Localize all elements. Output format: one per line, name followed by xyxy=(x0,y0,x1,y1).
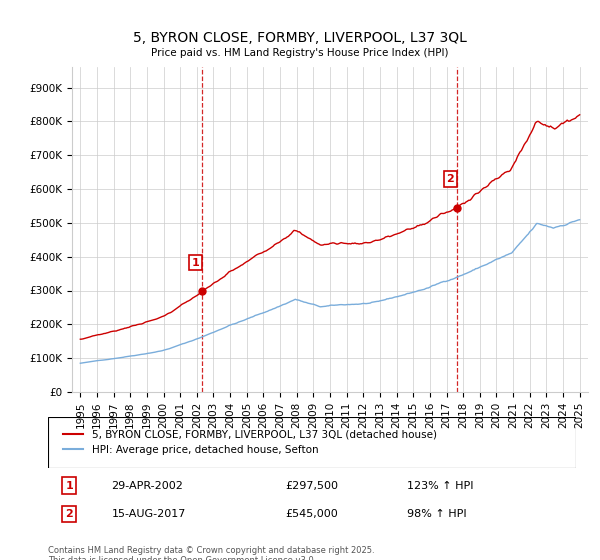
Text: 5, BYRON CLOSE, FORMBY, LIVERPOOL, L37 3QL: 5, BYRON CLOSE, FORMBY, LIVERPOOL, L37 3… xyxy=(133,31,467,45)
Text: 2: 2 xyxy=(446,174,454,184)
Text: 1: 1 xyxy=(65,480,73,491)
Text: 1: 1 xyxy=(192,258,200,268)
Text: £297,500: £297,500 xyxy=(286,480,338,491)
Text: 2: 2 xyxy=(65,509,73,519)
Legend: 5, BYRON CLOSE, FORMBY, LIVERPOOL, L37 3QL (detached house), HPI: Average price,: 5, BYRON CLOSE, FORMBY, LIVERPOOL, L37 3… xyxy=(58,426,441,459)
Text: £545,000: £545,000 xyxy=(286,509,338,519)
Text: 15-AUG-2017: 15-AUG-2017 xyxy=(112,509,186,519)
Text: 123% ↑ HPI: 123% ↑ HPI xyxy=(407,480,473,491)
Text: Price paid vs. HM Land Registry's House Price Index (HPI): Price paid vs. HM Land Registry's House … xyxy=(151,48,449,58)
Text: 98% ↑ HPI: 98% ↑ HPI xyxy=(407,509,467,519)
Text: 29-APR-2002: 29-APR-2002 xyxy=(112,480,183,491)
Text: Contains HM Land Registry data © Crown copyright and database right 2025.
This d: Contains HM Land Registry data © Crown c… xyxy=(48,546,374,560)
